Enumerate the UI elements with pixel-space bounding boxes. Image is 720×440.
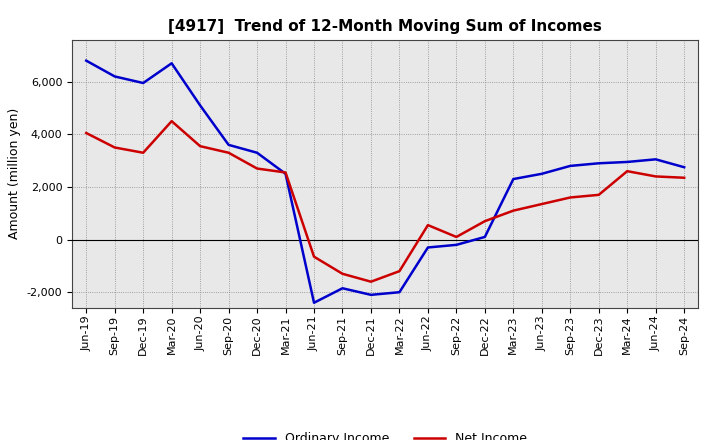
Net Income bbox=[623, 169, 631, 174]
Net Income bbox=[509, 208, 518, 213]
Ordinary Income bbox=[623, 159, 631, 165]
Ordinary Income bbox=[366, 292, 375, 297]
Legend: Ordinary Income, Net Income: Ordinary Income, Net Income bbox=[238, 427, 532, 440]
Net Income bbox=[110, 145, 119, 150]
Ordinary Income bbox=[395, 290, 404, 295]
Ordinary Income bbox=[595, 161, 603, 166]
Line: Ordinary Income: Ordinary Income bbox=[86, 61, 684, 303]
Net Income bbox=[282, 170, 290, 175]
Net Income bbox=[652, 174, 660, 179]
Net Income bbox=[139, 150, 148, 155]
Net Income bbox=[338, 271, 347, 276]
Ordinary Income bbox=[509, 176, 518, 182]
Net Income bbox=[82, 130, 91, 136]
Net Income bbox=[225, 150, 233, 155]
Ordinary Income bbox=[652, 157, 660, 162]
Net Income bbox=[537, 202, 546, 207]
Ordinary Income bbox=[423, 245, 432, 250]
Net Income bbox=[366, 279, 375, 284]
Ordinary Income bbox=[196, 103, 204, 108]
Net Income bbox=[423, 223, 432, 228]
Ordinary Income bbox=[310, 300, 318, 305]
Net Income bbox=[395, 268, 404, 274]
Ordinary Income bbox=[167, 61, 176, 66]
Ordinary Income bbox=[680, 165, 688, 170]
Net Income bbox=[566, 195, 575, 200]
Net Income bbox=[167, 118, 176, 124]
Y-axis label: Amount (million yen): Amount (million yen) bbox=[8, 108, 21, 239]
Ordinary Income bbox=[139, 81, 148, 86]
Ordinary Income bbox=[338, 286, 347, 291]
Ordinary Income bbox=[110, 74, 119, 79]
Net Income bbox=[310, 254, 318, 259]
Net Income bbox=[595, 192, 603, 198]
Ordinary Income bbox=[566, 163, 575, 169]
Net Income bbox=[452, 235, 461, 240]
Ordinary Income bbox=[253, 150, 261, 155]
Line: Net Income: Net Income bbox=[86, 121, 684, 282]
Net Income bbox=[253, 166, 261, 171]
Ordinary Income bbox=[537, 171, 546, 176]
Net Income bbox=[480, 219, 489, 224]
Ordinary Income bbox=[452, 242, 461, 247]
Ordinary Income bbox=[225, 142, 233, 147]
Ordinary Income bbox=[480, 235, 489, 240]
Title: [4917]  Trend of 12-Month Moving Sum of Incomes: [4917] Trend of 12-Month Moving Sum of I… bbox=[168, 19, 602, 34]
Ordinary Income bbox=[82, 58, 91, 63]
Net Income bbox=[196, 143, 204, 149]
Ordinary Income bbox=[282, 171, 290, 176]
Net Income bbox=[680, 175, 688, 180]
